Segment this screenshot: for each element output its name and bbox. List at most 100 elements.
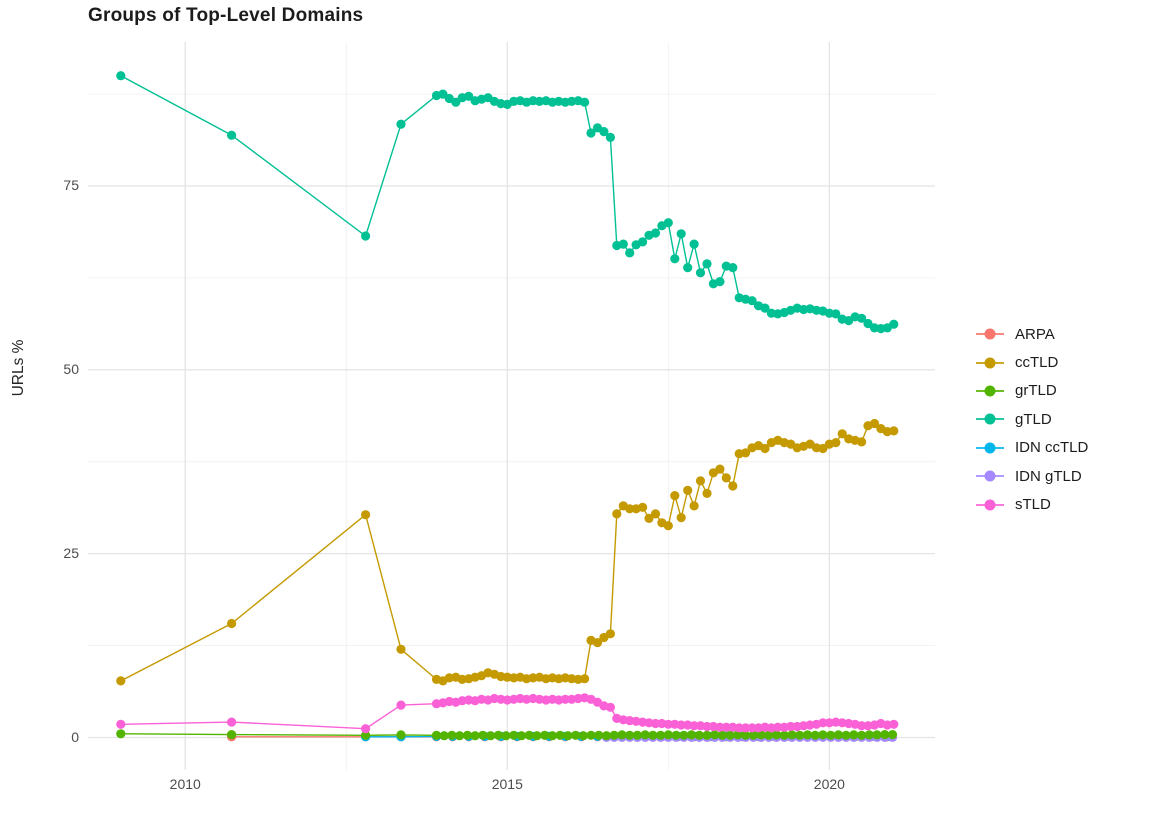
data-point-gTLD	[670, 254, 680, 264]
data-point-sTLD	[786, 721, 796, 732]
data-point-grTLD	[455, 731, 465, 741]
data-point-grTLD	[733, 730, 743, 740]
legend-item-ccTLD: ccTLD	[976, 348, 1088, 376]
data-point-grTLD	[439, 731, 449, 741]
data-point-grTLD	[741, 730, 751, 740]
data-point-gTLD	[451, 97, 461, 107]
data-point-gTLD	[863, 318, 873, 329]
y-axis-title: URLs %	[10, 339, 27, 397]
data-point-gTLD	[676, 229, 686, 239]
y-tick-label-50: 50	[63, 361, 79, 378]
data-point-grTLD	[694, 730, 704, 740]
legend: ARPA ccTLD grTLD gTLD IDN ccTLD IDN gTLD sTLD	[976, 320, 1088, 519]
data-point-grTLD	[625, 730, 635, 740]
data-point-grTLD	[880, 730, 890, 740]
data-point-grTLD	[640, 730, 650, 740]
x-tick-label-2015: 2015	[491, 776, 523, 792]
legend-label: gTLD	[1015, 410, 1052, 428]
data-point-gTLD	[650, 228, 661, 238]
legend-key-icon	[976, 494, 1004, 516]
legend-key-dot	[984, 442, 996, 454]
data-point-grTLD	[501, 731, 511, 741]
data-point-ccTLD	[396, 644, 406, 654]
data-point-grTLD	[810, 730, 820, 740]
data-point-grTLD	[748, 730, 759, 740]
data-point-gTLD	[728, 263, 738, 273]
data-point-grTLD	[547, 731, 558, 741]
data-point-grTLD	[833, 730, 844, 740]
data-point-grTLD	[864, 730, 874, 740]
data-point-grTLD	[671, 730, 681, 740]
data-point-gTLD	[396, 119, 406, 129]
data-point-grTLD	[617, 730, 627, 740]
data-point-sTLD	[773, 722, 783, 732]
data-point-ccTLD	[227, 618, 237, 629]
data-point-grTLD	[656, 730, 666, 740]
data-point-gTLD	[605, 132, 616, 142]
legend-label: ccTLD	[1015, 354, 1059, 372]
data-point-gTLD	[715, 277, 725, 287]
legend-label: grTLD	[1015, 382, 1057, 400]
data-point-ccTLD	[116, 676, 126, 686]
data-point-ccTLD	[670, 491, 680, 501]
data-point-gTLD	[464, 91, 474, 101]
legend-item-sTLD: sTLD	[976, 490, 1088, 518]
data-point-ccTLD	[869, 418, 880, 429]
data-point-grTLD	[826, 730, 836, 740]
data-point-ccTLD	[695, 476, 706, 486]
legend-key-dot	[984, 413, 996, 425]
data-point-ccTLD	[728, 481, 738, 491]
data-point-grTLD	[779, 730, 789, 740]
data-point-grTLD	[493, 730, 503, 740]
data-point-grTLD	[710, 730, 720, 740]
data-point-grTLD	[686, 730, 697, 740]
data-point-grTLD	[841, 730, 851, 740]
data-point-grTLD	[478, 730, 488, 740]
data-point-ccTLD	[644, 513, 654, 524]
data-point-grTLD	[795, 730, 805, 740]
data-point-grTLD	[524, 730, 534, 740]
data-point-sTLD	[818, 718, 828, 728]
chart-title: Groups of Top-Level Domains	[88, 5, 364, 26]
data-point-sTLD	[741, 723, 751, 733]
data-point-gTLD	[747, 296, 757, 306]
legend-key-icon	[976, 380, 1004, 402]
data-point-sTLD	[361, 724, 371, 734]
data-point-grTLD	[571, 730, 581, 740]
data-point-gTLD	[227, 130, 237, 140]
data-point-ccTLD	[625, 504, 635, 514]
data-point-sTLD	[715, 722, 725, 732]
data-point-grTLD	[116, 729, 126, 739]
data-point-grTLD	[756, 730, 766, 740]
data-point-ccTLD	[721, 473, 731, 483]
data-point-ccTLD	[760, 443, 770, 454]
data-point-grTLD	[396, 730, 406, 740]
data-point-ccTLD	[818, 443, 828, 454]
x-tick-label-2010: 2010	[169, 776, 201, 792]
data-point-grTLD	[586, 730, 596, 740]
data-point-grTLD	[540, 730, 550, 740]
data-point-grTLD	[663, 730, 673, 740]
data-point-gTLD	[438, 89, 448, 99]
legend-label: ARPA	[1015, 325, 1055, 343]
data-point-sTLD	[116, 719, 126, 729]
data-point-gTLD	[695, 268, 706, 278]
data-point-gTLD	[599, 127, 609, 137]
data-point-grTLD	[717, 730, 728, 740]
legend-key-icon	[976, 352, 1004, 374]
data-point-ccTLD	[889, 426, 899, 436]
data-point-grTLD	[872, 730, 882, 740]
legend-item-IDN-ccTLD: IDN ccTLD	[976, 434, 1088, 462]
legend-key-icon	[976, 437, 1004, 459]
data-point-grTLD	[516, 731, 527, 741]
data-point-gTLD	[689, 239, 699, 249]
data-point-ccTLD	[676, 513, 686, 523]
data-point-grTLD	[764, 730, 774, 740]
data-point-ccTLD	[837, 429, 847, 439]
data-point-gTLD	[702, 259, 712, 269]
data-point-ccTLD	[592, 638, 603, 648]
data-point-grTLD	[594, 730, 604, 740]
data-point-grTLD	[787, 730, 797, 740]
data-point-grTLD	[447, 730, 457, 740]
data-point-ccTLD	[857, 437, 867, 447]
